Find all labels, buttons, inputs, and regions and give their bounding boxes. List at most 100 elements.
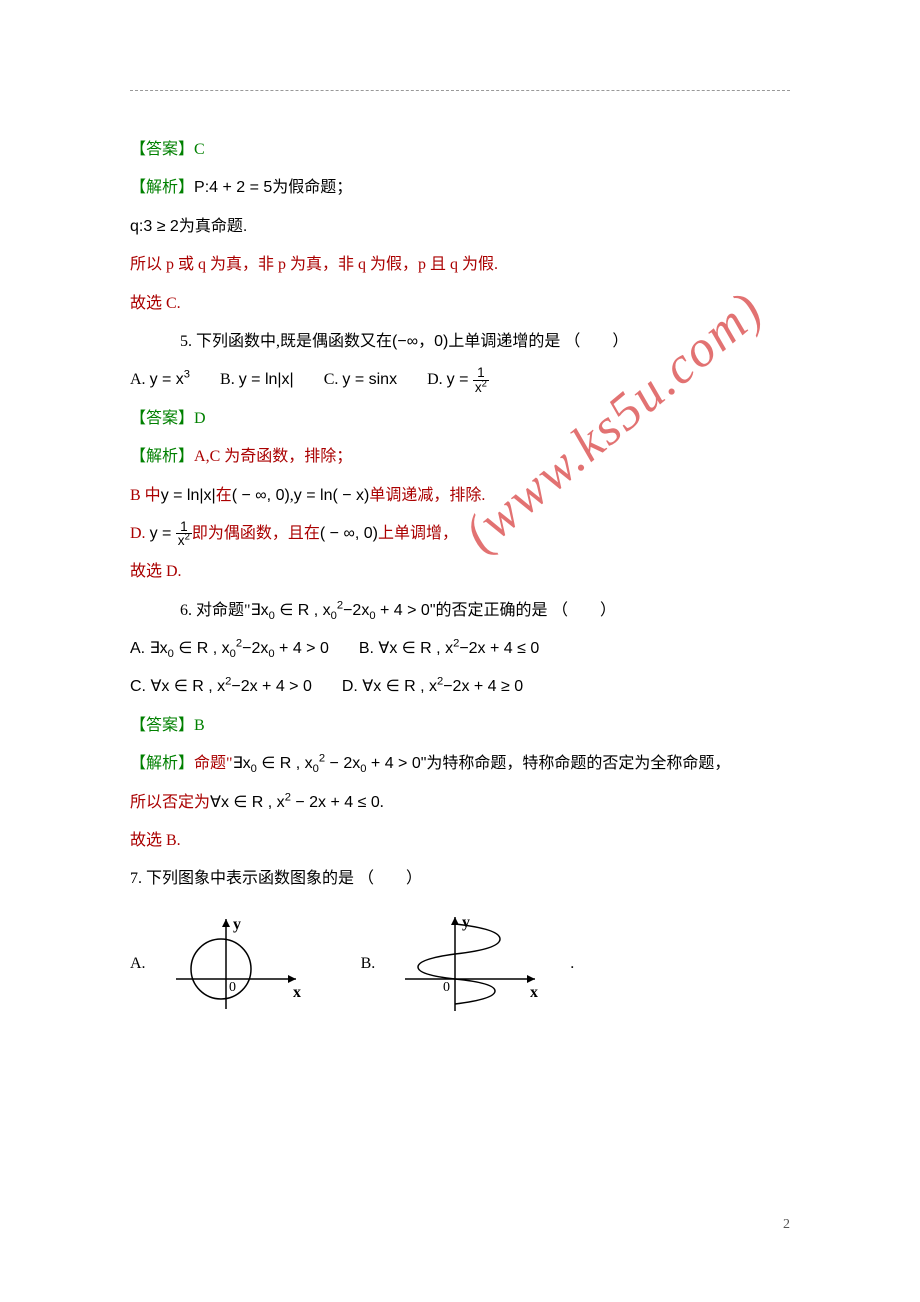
q6-stem-sub2: 0 bbox=[331, 610, 337, 622]
q6-opt-d-tail: −2x + 4 ≥ 0 bbox=[443, 678, 523, 695]
q5-d-den-exp: 2 bbox=[185, 532, 190, 543]
q6-opt-d: D. ∀x ∈ R , x2−2x + 4 ≥ 0 bbox=[342, 668, 523, 706]
q5-interval: (−∞，0) bbox=[392, 333, 448, 350]
axis-x-label: x bbox=[530, 984, 538, 1001]
q5-b-eq1: y = ln|x| bbox=[161, 487, 216, 504]
origin-label: 0 bbox=[229, 980, 236, 995]
q5-analysis-b: B 中y = ln|x|在( − ∞, 0),y = ln( − x)单调递减，… bbox=[130, 477, 790, 515]
q6-opt-a-sub2: 0 bbox=[230, 648, 236, 660]
q6-opt-b-tail: −2x + 4 ≤ 0 bbox=[459, 640, 539, 657]
q7-figures: A. y x 0 B. y x 0 . bbox=[130, 909, 790, 1019]
q6-opt-a-rest: −2x bbox=[242, 640, 268, 657]
origin-label: 0 bbox=[443, 980, 450, 995]
q5-select: 故选 D. bbox=[130, 553, 790, 591]
q5-opt-d-y: y = bbox=[447, 371, 473, 388]
q5-b-eq2: y = ln( − x) bbox=[294, 487, 370, 504]
q7-stem: 7. 下列图象中表示函数图象的是 （ ） bbox=[130, 860, 790, 898]
q5-analysis-ac: 【解析】A,C 为奇函数，排除； bbox=[130, 438, 790, 476]
q4-analysis-p: 【解析】P:4 + 2 = 5为假命题； bbox=[130, 169, 790, 207]
q5-analysis-ac-text: A,C 为奇函数，排除； bbox=[194, 448, 352, 465]
q7-figure-a: y x 0 bbox=[171, 909, 311, 1019]
q5-opt-a-eq: y = x bbox=[150, 371, 184, 388]
q5-opt-b-label: B. bbox=[220, 371, 235, 388]
q6-opt-b-pre: B. ∀x ∈ R , x bbox=[359, 640, 453, 657]
q6-stem-a: 对命题" bbox=[196, 602, 251, 619]
analysis-label: 【解析】 bbox=[130, 755, 194, 772]
q5-options: A. y = x3 B. y = ln|x| C. y = sinx D. y … bbox=[130, 361, 790, 399]
q4-p-eq: P:4 + 2 = 5为假命题； bbox=[194, 179, 352, 196]
q5-b-int: ( − ∞, 0) bbox=[232, 487, 290, 504]
analysis-label: 【解析】 bbox=[130, 179, 194, 196]
q6-options-row2: C. ∀x ∈ R , x2−2x + 4 > 0 D. ∀x ∈ R , x2… bbox=[130, 668, 790, 706]
q5-num: 5. bbox=[180, 333, 192, 350]
axis-y-label: y bbox=[462, 914, 470, 931]
q5-b-tail: 单调递减，排除. bbox=[369, 487, 485, 504]
q5-d-tail: 上单调增， bbox=[378, 525, 458, 542]
q6-stem: 6. 对命题"∃x0 ∈ R , x02−2x0 + 4 > 0"的否定正确的是… bbox=[130, 592, 790, 630]
q5-d-eq-y: y = bbox=[150, 525, 176, 542]
q5-d-pre: D. bbox=[130, 525, 150, 542]
q6-opt-c-tail: −2x + 4 > 0 bbox=[231, 678, 312, 695]
q5-opt-c-eq: y = sinx bbox=[342, 371, 397, 388]
q6-stem-in: ∈ R , x bbox=[275, 602, 331, 619]
q6-neg-dot: . bbox=[380, 794, 384, 811]
q6-num: 6. bbox=[180, 602, 192, 619]
q6-opt-a-tail: + 4 > 0 bbox=[275, 640, 329, 657]
q6-analysis-rest: − 2x bbox=[325, 755, 360, 772]
page-number: 2 bbox=[783, 1208, 790, 1242]
q6-select: 故选 B. bbox=[130, 822, 790, 860]
q5-opt-a-label: A. bbox=[130, 371, 146, 388]
axis-x-label: x bbox=[293, 984, 301, 1001]
q6-opt-a-in: ∈ R , x bbox=[174, 640, 230, 657]
q5-opt-a: A. y = x3 bbox=[130, 361, 190, 399]
q5-d-mid: 即为偶函数，且在 bbox=[192, 525, 320, 542]
q7-opt-a-label: A. bbox=[130, 945, 146, 983]
q6-opt-a: A. ∃x0 ∈ R , x02−2x0 + 4 > 0 bbox=[130, 630, 329, 668]
q5-opt-d: D. y = 1x2 bbox=[427, 361, 489, 399]
q6-negation: 所以否定为∀x ∈ R , x2 − 2x + 4 ≤ 0. bbox=[130, 784, 790, 822]
q6-opt-b: B. ∀x ∈ R , x2−2x + 4 ≤ 0 bbox=[359, 630, 539, 668]
q6-stem-rest: −2x bbox=[343, 602, 369, 619]
q6-analysis-tail: + 4 > 0"为特称命题，特称命题的否定为全称命题， bbox=[366, 755, 730, 772]
q5-analysis-d: D. y = 1x2即为偶函数，且在( − ∞, 0)上单调增， bbox=[130, 515, 790, 553]
q6-neg-eq: ∀x ∈ R , x bbox=[210, 794, 285, 811]
q5-stem-a: 下列函数中,既是偶函数又在 bbox=[196, 333, 392, 350]
q5-d-int: ( − ∞, 0) bbox=[320, 525, 378, 542]
q5-opt-b: B. y = ln|x| bbox=[220, 361, 294, 399]
q6-stem-tail: + 4 > 0"的否定正确的是 （ ） bbox=[376, 602, 616, 619]
q7-figure-trail: . bbox=[570, 945, 574, 983]
q6-answer: 【答案】B bbox=[130, 707, 790, 745]
q5-opt-d-label: D. bbox=[427, 371, 443, 388]
axis-y-label: y bbox=[233, 916, 241, 933]
q5-opt-c-label: C. bbox=[324, 371, 339, 388]
q6-analysis: 【解析】命题"∃x0 ∈ R , x02 − 2x0 + 4 > 0"为特称命题… bbox=[130, 745, 790, 783]
q6-opt-a-pre: A. ∃x bbox=[130, 640, 168, 657]
q6-opt-c: C. ∀x ∈ R , x2−2x + 4 > 0 bbox=[130, 668, 312, 706]
q5-b-mid1: 在 bbox=[216, 487, 232, 504]
q6-analysis-in: ∈ R , x bbox=[257, 755, 313, 772]
q6-analysis-a: 命题" bbox=[194, 755, 233, 772]
q5-opt-a-exp: 3 bbox=[184, 369, 190, 381]
header-divider bbox=[130, 90, 790, 91]
q7-num: 7. bbox=[130, 870, 142, 887]
q5-opt-d-den-exp: 2 bbox=[482, 378, 487, 389]
q4-answer: 【答案】C bbox=[130, 131, 790, 169]
analysis-label: 【解析】 bbox=[130, 448, 194, 465]
q7-opt-b-label: B. bbox=[361, 945, 376, 983]
q6-stem-eq: ∃x bbox=[251, 602, 269, 619]
q7-stem-text: 下列图象中表示函数图象的是 （ ） bbox=[146, 870, 422, 887]
q5-opt-b-eq: y = ln|x| bbox=[239, 371, 294, 388]
q5-opt-c: C. y = sinx bbox=[324, 361, 397, 399]
q5-opt-d-den-x: x bbox=[475, 380, 482, 395]
q4-select: 故选 C. bbox=[130, 285, 790, 323]
q6-opt-d-pre: D. ∀x ∈ R , x bbox=[342, 678, 437, 695]
q5-d-den-x: x bbox=[178, 533, 185, 548]
q5-b-pre: B 中 bbox=[130, 487, 161, 504]
q5-answer: 【答案】D bbox=[130, 400, 790, 438]
q6-analysis-sub2: 0 bbox=[313, 763, 319, 775]
q5-stem: 5. 下列函数中,既是偶函数又在(−∞，0)上单调递增的是 （ ） bbox=[130, 323, 790, 361]
q7-figure-b: y x 0 bbox=[400, 909, 550, 1019]
q6-options-row1: A. ∃x0 ∈ R , x02−2x0 + 4 > 0 B. ∀x ∈ R ,… bbox=[130, 630, 790, 668]
q6-analysis-eq: ∃x bbox=[233, 755, 251, 772]
q6-neg-tail: − 2x + 4 ≤ 0 bbox=[291, 794, 380, 811]
